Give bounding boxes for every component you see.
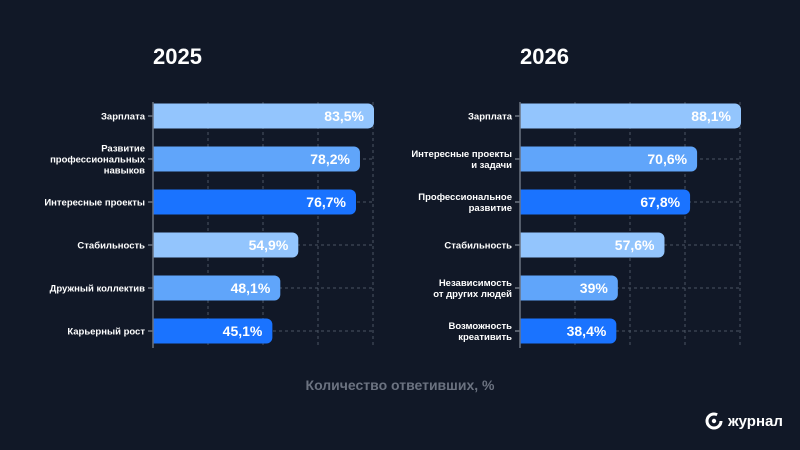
category-label-line: Стабильность bbox=[77, 241, 145, 252]
category-label-line: развитие bbox=[469, 203, 512, 214]
bar bbox=[520, 318, 617, 344]
category-label: Стабильность bbox=[444, 241, 512, 252]
data-label: 45,1% bbox=[223, 323, 263, 339]
bar bbox=[153, 318, 273, 344]
bar bbox=[153, 146, 360, 172]
category-label-line: Интересные проекты bbox=[44, 198, 145, 209]
category-label-line: Карьерный рост bbox=[67, 327, 145, 338]
bar-base bbox=[153, 146, 161, 172]
x-axis-label: Количество ответивших, % bbox=[305, 377, 495, 393]
category-label-line: Профессиональное bbox=[418, 192, 512, 203]
category-label-line: Зарплата bbox=[468, 112, 513, 123]
category-label-line: Возможность bbox=[448, 321, 512, 332]
data-label: 67,8% bbox=[640, 194, 680, 210]
category-label-line: Дружный коллектив bbox=[50, 284, 146, 295]
chart-title-2026: 2026 bbox=[520, 44, 569, 69]
category-label-line: Развитие bbox=[101, 144, 145, 155]
category-label: Независимость от других людей bbox=[433, 278, 512, 300]
logo-icon bbox=[705, 412, 723, 430]
bar bbox=[153, 275, 281, 301]
data-label: 57,6% bbox=[615, 237, 655, 253]
data-label: 83,5% bbox=[324, 108, 364, 124]
category-label: Интересные проекты и задачи bbox=[411, 149, 512, 171]
category-label-line: навыков bbox=[104, 166, 145, 177]
chart-title-2025: 2025 bbox=[153, 44, 202, 69]
bar bbox=[520, 189, 691, 215]
category-label: Дружный коллектив bbox=[50, 284, 146, 295]
category-label: Профессиональное развитие bbox=[418, 192, 512, 214]
category-label-line: креативить bbox=[458, 332, 512, 343]
data-label: 48,1% bbox=[231, 280, 271, 296]
bar bbox=[520, 275, 618, 301]
data-label: 54,9% bbox=[249, 237, 289, 253]
category-label: Карьерный рост bbox=[67, 327, 145, 338]
bar-base bbox=[153, 189, 161, 215]
category-label: Возможность креативить bbox=[448, 321, 512, 343]
category-label: Зарплата bbox=[101, 112, 146, 123]
bar-base bbox=[520, 103, 528, 129]
bar bbox=[520, 146, 698, 172]
bar-base bbox=[520, 189, 528, 215]
bar-base bbox=[520, 318, 528, 344]
bar-base bbox=[520, 146, 528, 172]
data-label: 76,7% bbox=[306, 194, 346, 210]
bar-base bbox=[153, 103, 161, 129]
category-label-line: Стабильность bbox=[444, 241, 512, 252]
category-label-line: Зарплата bbox=[101, 112, 146, 123]
bar-base bbox=[153, 275, 161, 301]
category-label: Стабильность bbox=[77, 241, 145, 252]
logo: журнал bbox=[705, 412, 783, 430]
bar bbox=[153, 103, 374, 129]
category-label-line: Интересные проекты bbox=[411, 149, 512, 160]
bar bbox=[520, 232, 665, 258]
data-label: 78,2% bbox=[310, 151, 350, 167]
bar-base bbox=[520, 232, 528, 258]
category-label-line: профессиональных bbox=[50, 155, 146, 166]
bar-base bbox=[520, 275, 528, 301]
logo-text: журнал bbox=[728, 412, 783, 430]
bar-base bbox=[153, 232, 161, 258]
data-label: 88,1% bbox=[691, 108, 731, 124]
bar bbox=[520, 103, 741, 129]
data-label: 38,4% bbox=[567, 323, 607, 339]
bar bbox=[153, 189, 357, 215]
bar bbox=[153, 232, 299, 258]
category-label: Интересные проекты bbox=[44, 198, 145, 209]
bar-base bbox=[153, 318, 161, 344]
category-label-line: и задачи bbox=[471, 160, 512, 171]
data-label: 70,6% bbox=[647, 151, 687, 167]
category-label-line: Независимость bbox=[439, 278, 512, 289]
category-label: Развитие профессиональных навыков bbox=[50, 144, 146, 177]
category-label-line: от других людей bbox=[433, 289, 512, 300]
category-label: Зарплата bbox=[468, 112, 513, 123]
data-label: 39% bbox=[580, 280, 609, 296]
